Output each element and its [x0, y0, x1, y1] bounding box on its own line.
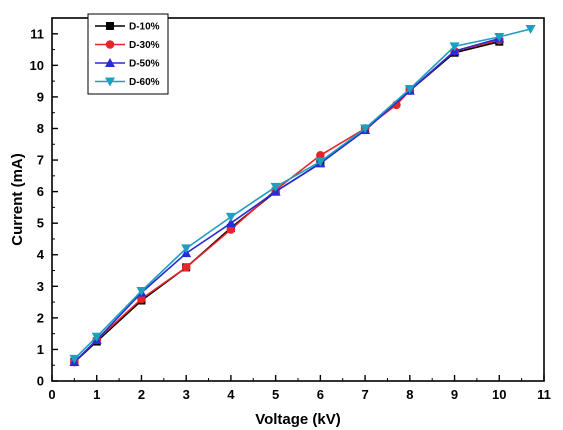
data-point [316, 151, 325, 160]
legend-item: D-30% [95, 40, 160, 51]
x-tick-label: 3 [183, 387, 190, 402]
y-axis-title: Current (mA) [9, 153, 26, 246]
y-tick-label: 3 [37, 279, 44, 294]
legend-box [87, 13, 169, 95]
x-tick-label: 11 [537, 387, 551, 402]
data-point [136, 287, 147, 297]
data-point [137, 294, 146, 304]
data-point [91, 332, 102, 342]
y-axis: 0 1 2 3 4 5 6 7 8 9 10 11 [30, 17, 58, 389]
data-point [181, 244, 192, 254]
y-tick-label: 6 [37, 184, 44, 199]
legend: D-10% D-30% D-50% D-60% [87, 13, 169, 95]
data-point [225, 212, 236, 222]
y-tick-label: 9 [37, 89, 44, 104]
y-tick-label: 8 [37, 121, 44, 136]
x-tick-label: 8 [406, 387, 413, 402]
y-tick-label: 1 [37, 342, 44, 357]
y-tick-label: 0 [37, 374, 44, 389]
x-tick-label: 0 [48, 387, 55, 402]
series-line [73, 28, 531, 360]
data-point [449, 42, 460, 52]
data-point [181, 263, 191, 272]
x-tick-label: 4 [227, 387, 235, 402]
legend-marker [105, 77, 115, 87]
data-point [225, 218, 236, 228]
y-tick-label: 2 [37, 310, 44, 325]
x-tick-label: 7 [361, 387, 368, 402]
data-point [69, 354, 80, 364]
data-point [494, 32, 505, 42]
data-point [525, 25, 536, 35]
x-tick-label: 5 [272, 387, 279, 402]
x-tick-label: 9 [451, 387, 458, 402]
x-tick-label: 1 [93, 387, 100, 402]
legend-item: D-60% [95, 77, 160, 88]
legend-marker [105, 58, 115, 67]
legend-marker [105, 40, 115, 49]
x-tick-label: 10 [492, 387, 506, 402]
legend-label: D-30% [129, 40, 160, 51]
legend-marker [106, 22, 114, 30]
legend-label: D-50% [129, 59, 160, 70]
series-d-60- [69, 25, 536, 364]
x-tick-label: 2 [138, 387, 145, 402]
y-tick-label: 4 [37, 247, 45, 262]
x-axis: 0 1 2 3 4 5 6 7 8 9 10 11 [48, 375, 551, 402]
data-point [360, 124, 371, 134]
data-point [404, 85, 415, 95]
data-point [270, 182, 281, 192]
y-tick-label: 11 [30, 26, 44, 41]
data-point [315, 157, 326, 167]
legend-label: D-10% [129, 22, 160, 33]
y-tick-label: 10 [30, 58, 44, 73]
legend-label: D-60% [129, 77, 160, 88]
y-tick-label: 7 [37, 153, 44, 168]
legend-item: D-10% [95, 22, 160, 33]
x-tick-label: 6 [317, 387, 324, 402]
data-point [226, 225, 236, 234]
x-axis-title: Voltage (kV) [255, 411, 341, 428]
legend-item: D-50% [95, 58, 160, 70]
y-tick-label: 5 [37, 216, 44, 231]
series-lines [69, 25, 536, 367]
